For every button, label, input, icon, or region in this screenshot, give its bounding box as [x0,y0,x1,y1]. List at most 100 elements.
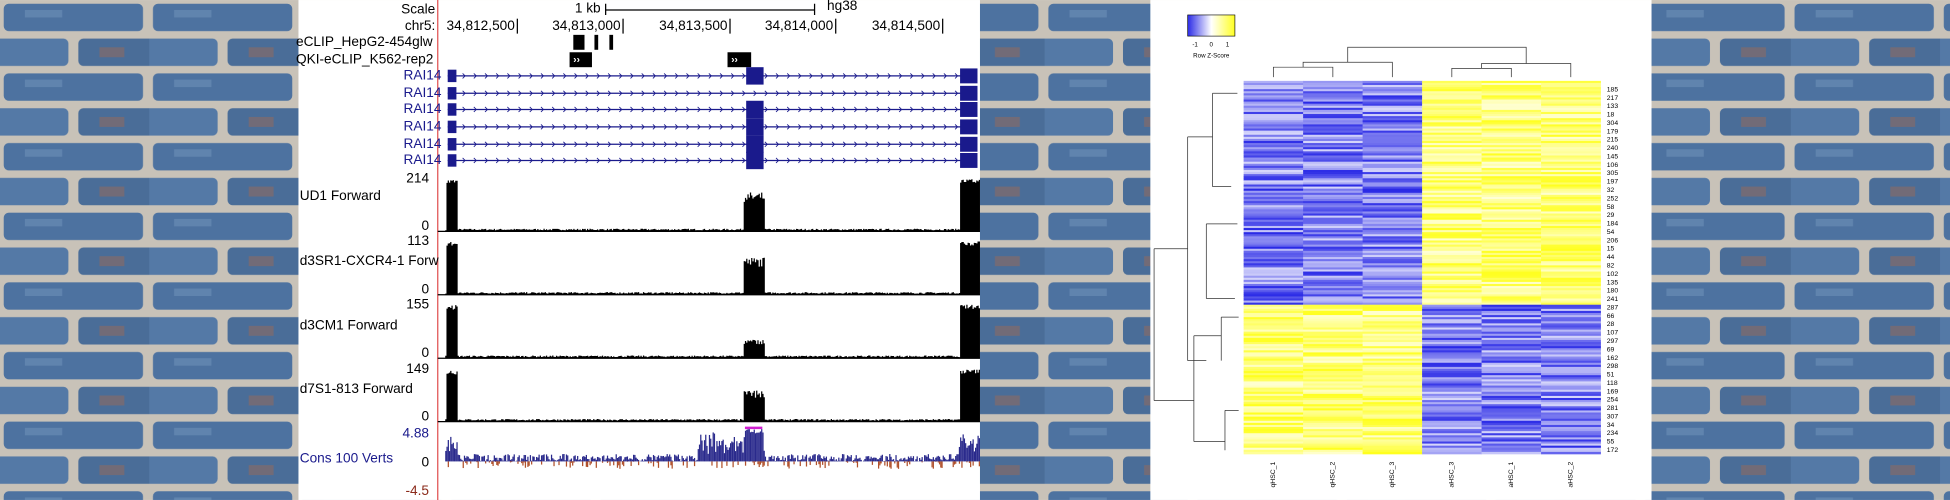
heat-cell [1243,406,1304,409]
cons-bar [880,455,882,462]
heat-cell [1481,404,1542,407]
heat-cell [1541,424,1601,428]
heat-cell [1541,194,1601,198]
cons-bar [814,454,816,462]
exon [746,100,764,119]
row-label: 44 [1607,254,1615,261]
heat-cell [1303,439,1363,442]
cons-bar [517,457,519,462]
cons-bar [661,456,663,462]
heat-cell [1362,201,1423,204]
cons-neg [853,461,855,463]
heat-cell [1422,244,1482,248]
heat-cell [1422,308,1482,312]
cons-bar [728,447,731,462]
heat-cell [1303,441,1363,444]
heat-cell [1541,279,1601,283]
exon [447,120,457,134]
heat-cell [1541,147,1601,150]
heat-cell [1303,404,1363,407]
heat-cell [1243,404,1304,407]
cons-bar [623,459,625,462]
heat-cell [1541,213,1601,216]
heat-cell [1481,199,1542,202]
cons-bar [875,457,877,462]
cons-bar [682,458,684,462]
heat-cell [1422,404,1482,407]
row-label: 185 [1607,86,1619,93]
key-tick: -1 [1192,41,1198,48]
heat-cell [1362,381,1423,384]
cons-bar [570,458,573,462]
heat-cell [1481,397,1542,401]
cons-bar [656,456,658,462]
cons-bar [953,459,956,462]
heat-cell [1303,377,1363,380]
cons-bar [802,455,804,462]
row-label: 298 [1607,363,1619,370]
heat-cell [1243,89,1304,92]
row-label: 254 [1607,397,1619,404]
cons-bar [478,456,481,462]
heat-cell [1362,329,1423,333]
cons-neg [477,461,479,468]
cons-bar [809,456,811,462]
heat-cell [1481,184,1542,187]
cons-bar [968,445,971,462]
cons-bar [936,456,938,462]
heat-cell [1362,95,1423,98]
heat-cell [1362,400,1423,403]
cons-bar [931,459,933,462]
exon [960,152,978,168]
cons-bar [651,460,653,462]
heat-cell [1243,225,1304,229]
cons-bar [951,458,953,462]
heat-cell [1541,294,1601,297]
heat-cell [1422,294,1482,297]
cons-bar [788,455,790,462]
cons-bar [836,460,839,462]
heat-cell [1362,350,1423,353]
heat-cell [1481,275,1542,279]
heat-cell [1243,213,1304,216]
cons-bar [761,429,763,462]
key-tick: 0 [1210,41,1214,48]
heat-cell [1362,155,1423,158]
heat-cell [1362,402,1423,405]
cons-bar [674,454,676,462]
cons-bar [688,455,691,462]
heat-cell [1422,93,1482,96]
cons-bar [662,455,665,462]
row-label: 106 [1607,162,1619,169]
heat-cell [1422,298,1482,301]
heat-cell [1303,163,1363,167]
heat-cell [1303,143,1363,146]
heat-cell [1303,333,1363,337]
heat-cell [1362,182,1423,185]
heat-cell [1481,149,1542,152]
cons-neg [824,461,826,469]
cons-bar [820,458,823,462]
heat-cell [1422,356,1482,359]
cons-neg [466,461,468,465]
heat-cell [1303,429,1363,432]
cons-bar [707,453,709,462]
heat-cell [1422,230,1482,233]
cons-neg [553,461,555,467]
heat-cell [1362,128,1423,131]
heat-cell [1541,323,1601,326]
heat-cell [1481,151,1542,154]
cons-neg [523,461,525,463]
cons-bar [470,458,472,462]
heat-cell [1541,169,1601,173]
heat-cell [1303,178,1363,181]
heat-cell [1243,269,1304,272]
cons-bar [539,459,541,462]
cons-bar [916,456,918,462]
heat-cell [1303,288,1363,291]
heat-cell [1481,429,1542,432]
heat-cell [1243,230,1304,233]
heat-cell [1422,176,1482,179]
cons-bar [741,441,743,462]
heat-cell [1243,317,1304,320]
